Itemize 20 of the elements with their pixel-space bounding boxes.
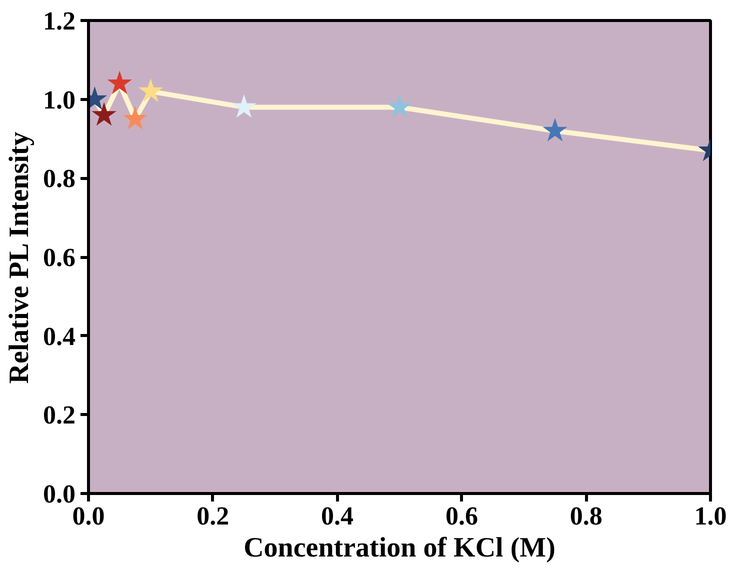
- point: [122, 106, 148, 130]
- y-tick-label: 0.6: [43, 243, 76, 272]
- y-tick-label: 0.4: [43, 322, 76, 351]
- y-tick-label: 0.2: [43, 400, 76, 430]
- point: [92, 102, 116, 126]
- x-tick-label: 0.8: [570, 502, 602, 530]
- y-axis-title: Relative PL Intensity: [4, 132, 35, 384]
- x-tick-label: 0.2: [196, 502, 230, 530]
- point: [107, 70, 132, 94]
- y-tick-label: 1.2: [43, 6, 76, 36]
- y-tick-label: 1.0: [43, 85, 76, 114]
- y-tick-label: 0.8: [43, 164, 76, 194]
- x-tick-label: 0.6: [445, 502, 478, 530]
- point: [542, 118, 568, 142]
- x-tick-label: 0.4: [321, 502, 354, 530]
- point: [387, 94, 412, 118]
- point: [232, 94, 256, 118]
- x-tick-label: 1.0: [694, 502, 727, 530]
- x-axis-title: Concentration of KCl (M): [244, 532, 556, 564]
- point: [138, 78, 164, 102]
